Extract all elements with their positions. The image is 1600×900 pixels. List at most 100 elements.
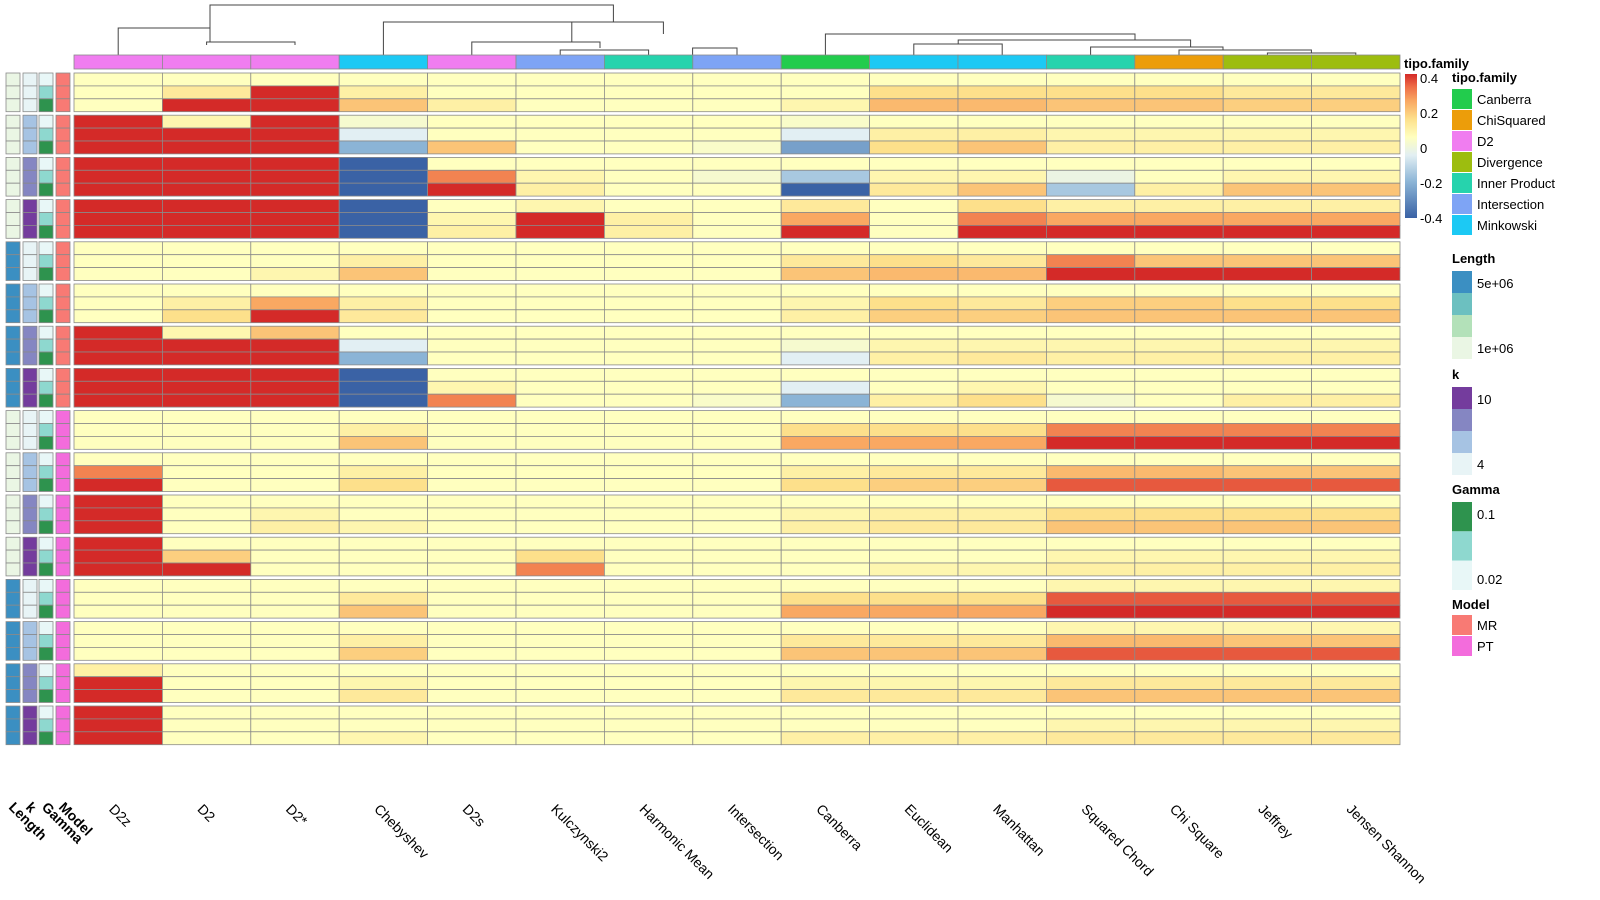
heatmap-cell <box>1046 465 1136 480</box>
heatmap-cell <box>250 127 340 142</box>
heatmap-cell <box>161 676 252 691</box>
heatmap-cell <box>1046 182 1136 197</box>
model-annotation-cell <box>55 169 71 184</box>
scale-legend-title: tipo.family <box>1404 56 1470 71</box>
heatmap-cell <box>250 169 340 184</box>
family-legend-label: D2 <box>1477 134 1494 149</box>
heatmap-cell <box>515 182 605 197</box>
heatmap-cell <box>780 465 871 480</box>
heatmap-cell <box>1134 549 1224 564</box>
heatmap-cell <box>427 367 517 382</box>
heatmap-cell <box>1046 169 1136 184</box>
heatmap-cell <box>1222 325 1312 340</box>
heatmap-cell <box>604 494 694 509</box>
length-annotation-cell <box>5 296 21 311</box>
heatmap-cell <box>250 435 340 450</box>
heatmap-cell <box>73 647 163 661</box>
heatmap-cell <box>780 536 871 551</box>
heatmap-cell <box>957 224 1047 239</box>
heatmap-cell <box>692 731 782 746</box>
heatmap-cell <box>1046 267 1136 281</box>
heatmap-cell <box>338 199 429 213</box>
heatmap-cell <box>250 731 340 746</box>
heatmap-cell <box>515 72 605 87</box>
heatmap-cell <box>338 676 429 691</box>
heatmap-cell <box>1222 647 1312 661</box>
heatmap-cell <box>73 254 163 268</box>
heatmap-cell <box>1046 241 1136 256</box>
heatmap-cell <box>1134 296 1224 311</box>
heatmap-cell <box>1046 689 1136 703</box>
model-annotation-cell <box>55 182 71 197</box>
heatmap-cell <box>338 731 429 746</box>
heatmap-cell <box>1222 224 1312 239</box>
heatmap-cell <box>957 338 1047 353</box>
heatmap-cell <box>1134 85 1224 100</box>
heatmap-cell <box>869 199 959 213</box>
heatmap-cell <box>1046 676 1136 691</box>
heatmap-cell <box>869 169 959 184</box>
length-annotation-cell <box>5 182 21 197</box>
heatmap-cell <box>1046 283 1136 298</box>
family-legend-swatch <box>1452 215 1472 235</box>
family-legend-label: Minkowski <box>1477 218 1537 233</box>
k-annotation-cell <box>22 663 38 678</box>
family-annotation-cell <box>780 54 871 70</box>
heatmap-cell <box>957 731 1047 746</box>
heatmap-cell <box>604 241 694 256</box>
heatmap-cell <box>427 410 517 424</box>
heatmap-cell <box>161 591 252 606</box>
scale-legend-tick: 0.4 <box>1420 71 1438 86</box>
heatmap-cell <box>1311 338 1401 353</box>
gamma-annotation-cell <box>38 296 54 311</box>
heatmap-cell <box>1311 435 1401 450</box>
model-annotation-cell <box>55 591 71 606</box>
column-label: Harmonic Mean <box>636 801 717 882</box>
heatmap-cell <box>869 676 959 691</box>
heatmap-cell <box>161 549 252 564</box>
heatmap-cell <box>1222 296 1312 311</box>
heatmap-cell <box>161 338 252 353</box>
heatmap-cell <box>1046 199 1136 213</box>
heatmap-cell <box>427 156 517 171</box>
heatmap-cell <box>73 212 163 226</box>
model-annotation-cell <box>55 718 71 733</box>
heatmap-cell <box>692 296 782 311</box>
gamma-annotation-cell <box>38 241 54 256</box>
heatmap-cell <box>1222 536 1312 551</box>
model-annotation-cell <box>55 72 71 87</box>
heatmap-cell <box>338 579 429 593</box>
heatmap-cell <box>515 156 605 171</box>
heatmap-cell <box>338 634 429 648</box>
heatmap-cell <box>1311 562 1401 577</box>
k-annotation-cell <box>22 520 38 535</box>
k-legend-swatch <box>1452 387 1472 409</box>
heatmap-cell <box>1046 452 1136 467</box>
heatmap-cell <box>250 283 340 298</box>
model-annotation-cell <box>55 267 71 281</box>
heatmap-cell <box>338 338 429 353</box>
model-annotation-cell <box>55 127 71 142</box>
heatmap-cell <box>250 562 340 577</box>
heatmap-cell <box>780 393 871 408</box>
gamma-annotation-cell <box>38 410 54 424</box>
column-label: D2 <box>194 801 218 825</box>
heatmap-cell <box>1311 283 1401 298</box>
heatmap-cell <box>692 647 782 661</box>
heatmap-cell <box>604 309 694 324</box>
heatmap-cell <box>250 380 340 395</box>
heatmap-cell <box>1311 634 1401 648</box>
heatmap-cell <box>427 380 517 395</box>
k-annotation-cell <box>22 127 38 142</box>
k-annotation-cell <box>22 114 38 129</box>
heatmap-cell <box>161 380 252 395</box>
heatmap-cell <box>1134 465 1224 480</box>
heatmap-cell <box>1134 98 1224 113</box>
heatmap-cell <box>338 212 429 226</box>
model-annotation-cell <box>55 562 71 577</box>
heatmap-cell <box>338 478 429 492</box>
heatmap-cell <box>427 536 517 551</box>
heatmap-cell <box>427 199 517 213</box>
gamma-annotation-cell <box>38 140 54 155</box>
heatmap-cell <box>427 604 517 619</box>
